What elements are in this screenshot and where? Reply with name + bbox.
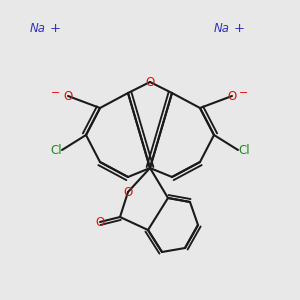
Text: O: O [63, 89, 73, 103]
Text: +: + [50, 22, 61, 34]
Text: Na: Na [214, 22, 230, 34]
Text: +: + [233, 22, 244, 34]
Text: O: O [146, 76, 154, 88]
Text: −: − [239, 88, 249, 98]
Text: O: O [95, 215, 105, 229]
Text: −: − [51, 88, 61, 98]
Text: O: O [123, 185, 133, 199]
Text: O: O [227, 89, 237, 103]
Text: Cl: Cl [238, 143, 250, 157]
Text: Na: Na [30, 22, 46, 34]
Text: Cl: Cl [50, 143, 62, 157]
